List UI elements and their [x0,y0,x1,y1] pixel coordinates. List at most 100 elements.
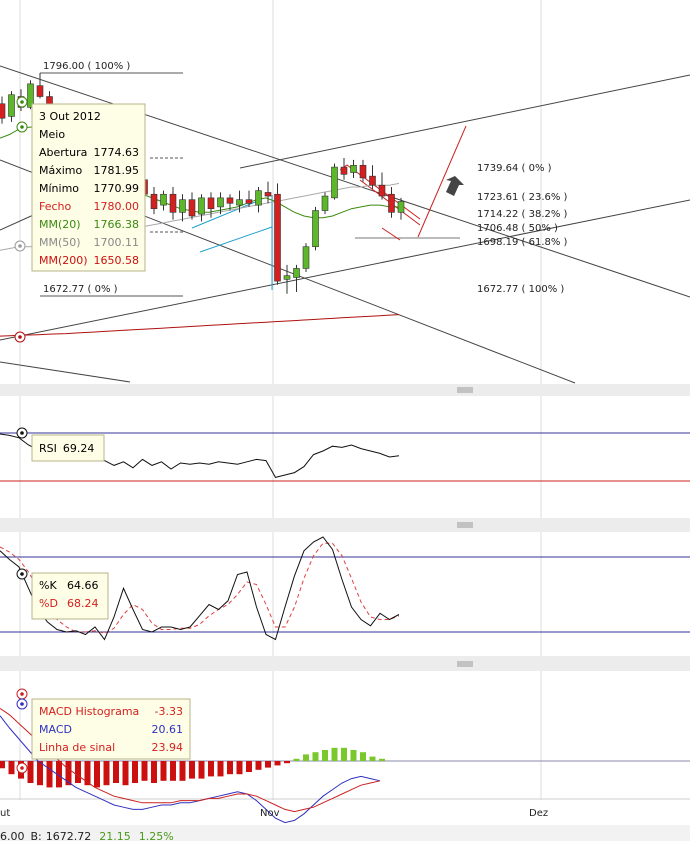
macd-histogram-bar [37,761,43,786]
tooltip-row-label: Máximo [39,164,83,177]
trend-line-lower [0,361,131,383]
candle[interactable] [245,190,253,207]
fib-top-label: 1796.00 ( 100% ) [43,61,130,72]
stoch-d-line [0,542,400,634]
macd-histogram-bar [179,761,186,781]
candle[interactable] [36,73,44,99]
footer-bid-label: B: [31,830,42,841]
macd-histogram-bar [236,761,243,775]
panel-resize-handle-3[interactable] [457,661,473,667]
candle[interactable] [312,206,319,251]
macd-histogram-bar [217,761,224,777]
fib-right-label-0: 1739.64 ( 0% ) [477,163,552,174]
signal-value: 23.94 [152,741,184,754]
panel-resize-handle-2[interactable] [457,522,473,528]
macd-histogram-bar [379,758,385,761]
candle[interactable] [198,194,205,222]
candle[interactable] [321,192,329,215]
macd-legend: MACD Histograma -3.33 MACD 20.61 Linha d… [31,698,191,760]
macd-panel: MACD Histograma -3.33 MACD 20.61 Linha d… [0,688,690,824]
x-tick-label-2: Dez [529,808,548,819]
footer-change: 21.15 [99,830,131,841]
candle[interactable] [340,158,348,180]
candle[interactable] [179,194,186,222]
svg-text:%K: %K [39,579,57,592]
candle[interactable] [388,187,395,218]
macd-histogram-bar [331,747,338,761]
fib-lines-left [40,72,183,297]
footer-bid-value: 1672.72 [46,830,92,841]
candle[interactable] [359,159,367,182]
candle[interactable] [0,96,6,124]
macd-histogram-bar [84,761,91,786]
x-tick-label-1: Nov [260,808,280,819]
candle[interactable] [302,243,310,273]
macd-label: MACD [39,723,72,736]
candle[interactable] [293,264,300,292]
macd-histogram-bar [113,761,119,783]
candle[interactable] [160,190,167,211]
fib-right-label-1: 1723.61 ( 23.6% ) [477,192,568,203]
candle[interactable] [397,197,405,220]
macd-histogram-bar [322,750,328,761]
macd-histogram-bar [189,761,195,779]
candle[interactable] [188,192,196,220]
panel-resize-handle-1[interactable] [457,387,473,393]
macd-line [0,715,381,824]
fib-right-label-4: 1698.19 ( 61.8% ) [477,237,568,248]
ma200-marker-icon [14,331,26,343]
macd-histogram-bar [227,761,233,775]
candle[interactable] [255,187,262,213]
tooltip-row-label: Fecho [39,200,72,213]
macd-histogram-bar [360,752,366,761]
candle[interactable] [264,181,272,204]
candle[interactable] [369,165,376,189]
macd-histogram-bar [369,756,376,761]
candle[interactable] [27,80,34,110]
price-panel: 1796.00 ( 100% ) 1672.77 ( 0% ) 1739.64 … [0,61,690,384]
macd-histogram-bar [94,761,100,788]
macd-histogram-bar [170,761,176,781]
x-tick-label-0: ut [0,808,10,819]
tooltip-row-value: 1650.58 [94,254,140,267]
rsi-legend: RSI 69.24 [31,434,105,462]
stoch-legend: %K 64.66 %D 68.24 [31,572,109,620]
channel-line-lower [0,199,690,341]
macd-histogram-bar [27,761,34,783]
macd-histogram-bar [122,761,129,786]
stoch-k-line [0,536,400,641]
ma50-marker-icon [14,240,26,252]
candle[interactable] [169,187,177,220]
stoch-k-label: %K [39,579,57,592]
macd-histogram-bar [265,761,271,768]
macd-histogram-bar [198,761,205,779]
macd-histogram-bar [293,758,300,761]
macd-histogram-bar [350,750,357,761]
tooltip-row-label: Mínimo [39,182,79,195]
candle[interactable] [150,187,158,215]
candle[interactable] [8,91,15,122]
candle[interactable] [207,192,215,218]
candle[interactable] [378,172,386,200]
candle[interactable] [236,190,243,213]
candle[interactable] [350,159,357,178]
macd-histogram-bar [56,761,62,788]
tooltip-row-value: 1781.95 [94,164,140,177]
footer-change-pct: 1.25% [139,830,174,841]
macd-histogram-bar [274,761,281,766]
macd-histogram-bar [341,747,347,761]
stoch-k-value: 64.66 [67,579,99,592]
up-arrow-icon [446,176,464,196]
candle[interactable] [217,192,224,215]
tooltip-row-value: 1774.63 [94,146,140,159]
macd-value: 20.61 [152,723,184,736]
macd-histogram-bar [303,754,309,761]
candle[interactable] [331,163,338,200]
candle[interactable] [226,194,234,211]
macd-histogram-bar [103,761,110,786]
candle[interactable] [283,264,291,294]
candle[interactable] [274,183,281,285]
